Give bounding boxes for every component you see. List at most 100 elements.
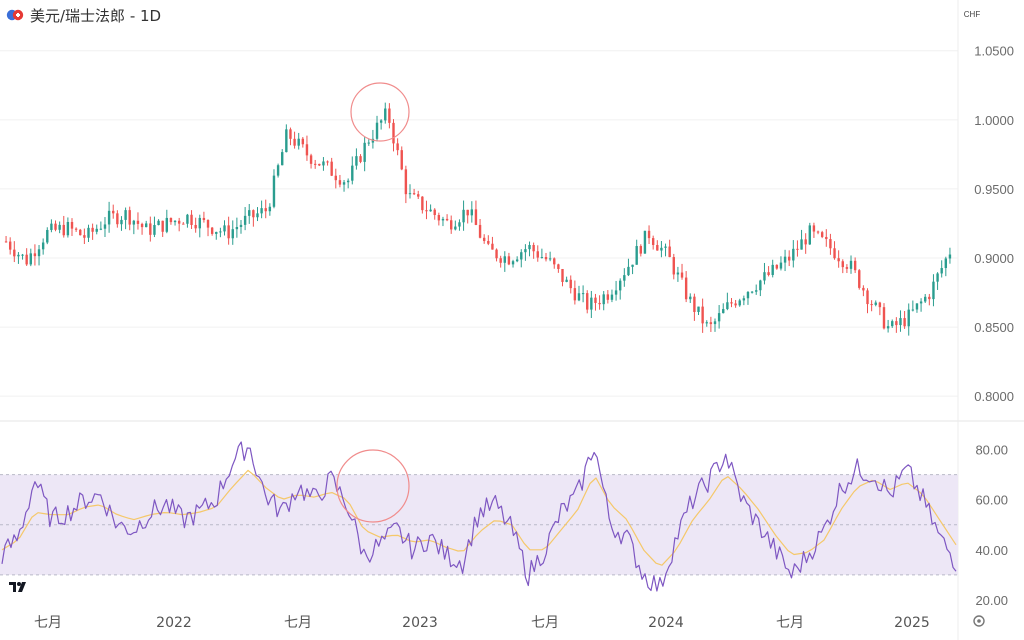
candle-body	[569, 279, 572, 289]
candle-body	[755, 290, 758, 292]
candle-body	[190, 214, 193, 225]
candle-body	[886, 326, 890, 329]
settings-icon[interactable]	[972, 614, 986, 628]
price-tick-label: 1.0500	[974, 44, 1014, 59]
candlestick-series	[4, 102, 952, 336]
candle-body	[639, 246, 643, 254]
price-highlight-circle[interactable]	[350, 82, 410, 142]
candle-body	[668, 246, 671, 258]
candle-body	[862, 287, 865, 291]
candle-body	[112, 210, 115, 214]
candle-body	[334, 175, 337, 181]
candle-body	[408, 193, 412, 195]
x-axis-ticks: 七月 2022 七月 2023 七月 2024 七月 2025	[34, 615, 930, 631]
candle-body	[272, 175, 276, 207]
price-tick-label: 1.0000	[974, 113, 1014, 128]
x-tick-label: 2025	[894, 615, 930, 631]
rsi-highlight-circle[interactable]	[336, 449, 410, 523]
candle-body	[940, 268, 943, 274]
candle-body	[13, 249, 16, 257]
candle-body	[252, 210, 255, 218]
candle-body	[445, 218, 449, 221]
candle-body	[730, 302, 733, 304]
x-tick-label: 2024	[648, 615, 684, 631]
candle-body	[606, 294, 610, 300]
candle-body	[153, 225, 156, 235]
candle-body	[858, 270, 861, 288]
candle-body	[173, 220, 177, 223]
candle-body	[219, 231, 222, 233]
candle-body	[536, 251, 539, 258]
candle-body	[812, 225, 816, 232]
y-axis-ticks: 1.0500 1.0000 0.9500 0.9000 0.8500 0.8000 80.0…	[974, 44, 1014, 608]
candle-body	[532, 244, 535, 252]
candle-body	[62, 224, 65, 236]
candle-body	[215, 231, 218, 234]
candle-body	[841, 261, 844, 268]
candle-body	[421, 196, 424, 211]
price-tick-label: 0.9000	[974, 251, 1014, 266]
candle-body	[676, 272, 680, 275]
chart-title[interactable]: 美元/瑞士法郎 - 1D	[6, 4, 161, 26]
candle-body	[149, 223, 152, 235]
candle-body	[120, 219, 123, 225]
candle-body	[41, 242, 45, 250]
candle-body	[276, 165, 280, 176]
candle-body	[804, 239, 807, 245]
candle-body	[363, 142, 366, 162]
candle-body	[577, 293, 581, 301]
candle-body	[619, 280, 622, 291]
candle-body	[482, 237, 486, 241]
rsi-tick-label: 60.00	[975, 493, 1008, 508]
symbol-title: 美元/瑞士法郎 - 1D	[30, 6, 162, 25]
candle-body	[495, 249, 498, 259]
candle-body	[136, 220, 140, 224]
candle-body	[297, 138, 300, 146]
candle-body	[548, 258, 552, 260]
candle-body	[231, 229, 234, 239]
rsi-tick-label: 40.00	[975, 543, 1008, 558]
candle-body	[367, 142, 370, 144]
candle-body	[124, 210, 127, 220]
candle-body	[450, 220, 453, 230]
candle-body	[878, 302, 882, 308]
candle-body	[264, 208, 267, 212]
candle-body	[544, 257, 548, 260]
candle-body	[355, 156, 358, 166]
candle-body	[779, 262, 783, 269]
candle-body	[750, 291, 754, 293]
candle-body	[66, 221, 70, 236]
candle-body	[417, 194, 420, 197]
candle-body	[775, 264, 779, 269]
candle-body	[689, 296, 692, 300]
candle-body	[829, 239, 832, 249]
currency-label[interactable]: CHF	[963, 9, 981, 19]
candle-body	[342, 182, 346, 185]
candle-body	[330, 161, 333, 176]
candle-body	[759, 280, 762, 291]
candle-body	[99, 228, 103, 230]
candle-body	[833, 248, 836, 259]
candle-body	[557, 264, 560, 269]
candle-body	[29, 253, 32, 265]
rsi-band	[0, 474, 958, 576]
candle-body	[95, 228, 98, 232]
candle-body	[384, 108, 387, 121]
candle-body	[746, 291, 750, 299]
candle-body	[359, 156, 362, 162]
candle-body	[602, 294, 605, 305]
candle-body	[499, 258, 502, 263]
candle-body	[157, 220, 160, 226]
candle-body	[944, 258, 948, 269]
candle-body	[309, 155, 313, 164]
grid	[0, 50, 958, 397]
candle-body	[614, 290, 618, 295]
candle-body	[301, 138, 305, 145]
candle-body	[375, 122, 379, 139]
candle-body	[223, 225, 226, 232]
candle-body	[816, 231, 820, 233]
candle-body	[50, 223, 53, 230]
candle-body	[610, 294, 614, 300]
tradingview-logo[interactable]	[8, 581, 30, 593]
